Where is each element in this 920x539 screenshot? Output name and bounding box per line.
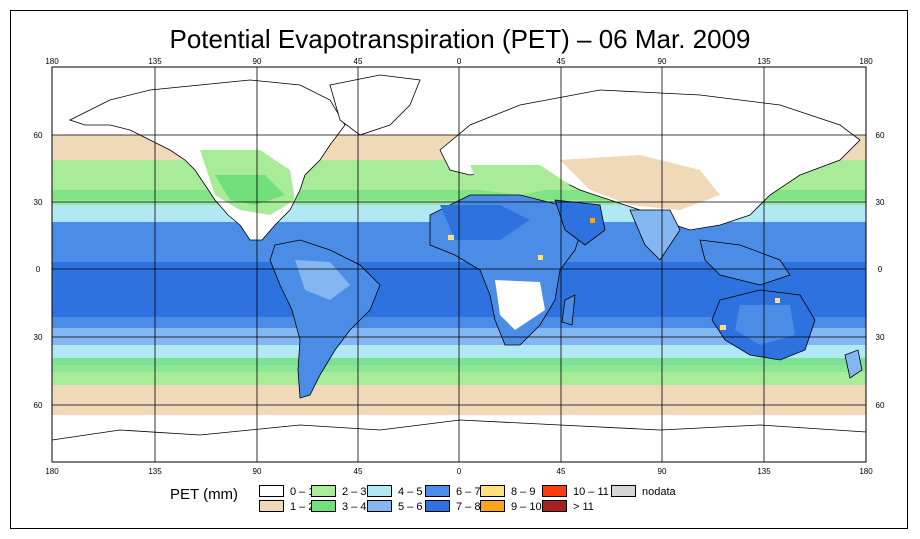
lat-label-left: 60 <box>34 131 43 140</box>
legend-swatch <box>542 485 567 497</box>
lon-label-top: 135 <box>148 57 162 66</box>
lon-label-bottom: 0 <box>457 467 462 476</box>
legend-label: > 11 <box>573 501 594 513</box>
lat-label-left: 0 <box>36 265 41 274</box>
lat-label-left: 30 <box>34 333 43 342</box>
north-america-mid <box>215 175 285 205</box>
lon-label-top: 0 <box>457 57 462 66</box>
legend-label: 6 – 7 <box>456 486 481 498</box>
lon-label-top: 135 <box>757 57 771 66</box>
legend-swatch <box>311 485 336 497</box>
legend-title: PET (mm) <box>170 486 239 503</box>
south-america-inner <box>295 260 350 300</box>
lon-label-top: 45 <box>557 57 566 66</box>
legend-label: 3 – 4 <box>342 501 367 513</box>
legend-swatch <box>425 485 450 497</box>
legend-swatch <box>259 485 284 497</box>
lon-label-bottom: 45 <box>557 467 566 476</box>
hotspot-east-africa <box>538 255 543 260</box>
lon-label-top: 90 <box>658 57 667 66</box>
africa-sahara <box>440 205 530 240</box>
legend-label: nodata <box>642 486 676 498</box>
lat-label-right: 30 <box>876 198 885 207</box>
hotspot-australia-west <box>720 325 726 330</box>
legend-swatch <box>425 500 450 512</box>
legend-swatch <box>367 485 392 497</box>
lon-label-bottom: 90 <box>253 467 262 476</box>
legend-swatch <box>367 500 392 512</box>
lon-label-top: 45 <box>354 57 363 66</box>
lon-label-bottom: 135 <box>148 467 162 476</box>
new-zealand <box>844 349 863 379</box>
arabia <box>554 199 606 246</box>
map-border <box>51 66 867 463</box>
hotspot-australia-north <box>775 298 780 303</box>
lon-label-top: 180 <box>45 57 59 66</box>
lat-label-right: 60 <box>876 401 885 410</box>
lon-label-bottom: 180 <box>859 467 873 476</box>
lon-label-top: 180 <box>859 57 873 66</box>
southeast-asia <box>699 239 791 286</box>
legend-swatch <box>542 500 567 512</box>
graticule <box>52 67 866 462</box>
lat-label-left: 30 <box>34 198 43 207</box>
page-title: Potential Evapotranspiration (PET) – 06 … <box>169 24 751 54</box>
australia-inner <box>735 305 795 345</box>
south-america <box>269 239 381 399</box>
lon-label-bottom: 90 <box>658 467 667 476</box>
legend-label: 8 – 9 <box>511 486 536 498</box>
legend-label: 1 – 2 <box>290 501 315 513</box>
legend-label: 5 – 6 <box>398 501 423 513</box>
legend-swatch <box>259 500 284 512</box>
axis-labels: 180 135 90 45 0 45 90 135 180 180 135 90… <box>34 57 885 476</box>
legend-label: 0 – 1 <box>290 486 315 498</box>
figure-frame <box>10 10 908 529</box>
lat-label-right: 60 <box>876 131 885 140</box>
legend-swatch <box>480 485 505 497</box>
lon-label-bottom: 45 <box>354 467 363 476</box>
legend-label: 9 – 10 <box>511 501 542 513</box>
africa-south <box>495 280 545 330</box>
legend-label: 4 – 5 <box>398 486 423 498</box>
madagascar <box>561 294 576 326</box>
lon-label-top: 90 <box>253 57 262 66</box>
india <box>629 209 681 261</box>
greenland <box>329 74 421 136</box>
legend-label: 10 – 11 <box>573 486 609 498</box>
legend-label: 7 – 8 <box>456 501 481 513</box>
lon-label-bottom: 180 <box>45 467 59 476</box>
legend-swatch <box>611 485 636 497</box>
asia-beige <box>560 155 720 210</box>
hotspot-arabia <box>590 218 595 223</box>
legend-swatch <box>480 500 505 512</box>
legend-label: 2 – 3 <box>342 486 367 498</box>
lat-label-right: 0 <box>878 265 883 274</box>
legend-swatch <box>311 500 336 512</box>
lat-label-left: 60 <box>34 401 43 410</box>
lon-label-bottom: 135 <box>757 467 771 476</box>
europe-green <box>470 165 570 195</box>
lat-label-right: 30 <box>876 333 885 342</box>
hotspot-west-africa <box>448 235 454 240</box>
